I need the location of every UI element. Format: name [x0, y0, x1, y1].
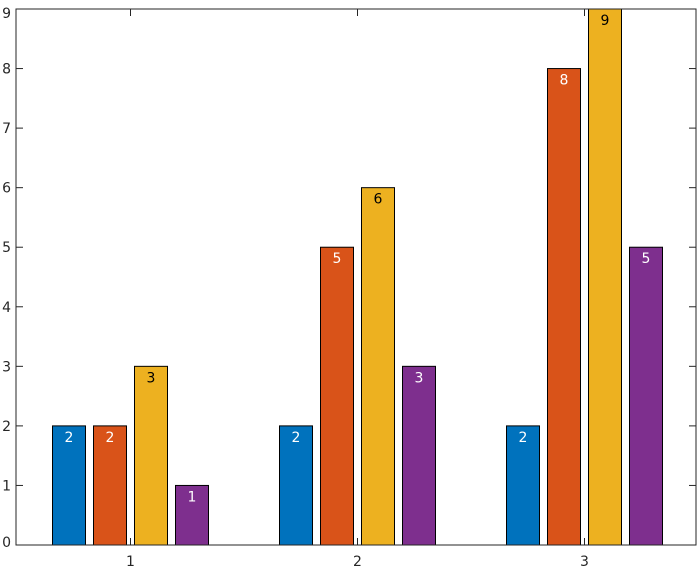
plot-background: [16, 9, 696, 545]
bar-series-1-category-1: [52, 425, 86, 546]
bar-series-2-category-1: [93, 425, 127, 546]
y-tick-label: 3: [2, 359, 11, 375]
bar-series-3-category-2: [361, 187, 395, 546]
y-tick-label: 2: [2, 419, 11, 435]
bar-series-3-category-1: [134, 365, 168, 546]
data-label-series-2-category-3: 8: [560, 73, 569, 89]
bars-layer: [52, 8, 663, 546]
data-label-series-4-category-2: 3: [415, 370, 424, 386]
data-label-series-4-category-3: 5: [642, 251, 651, 267]
bar-series-4-category-3: [629, 246, 663, 546]
data-label-series-1-category-1: 2: [65, 430, 74, 446]
x-tick-label: 1: [126, 554, 135, 570]
y-tick-label: 0: [2, 535, 11, 551]
y-tick-label: 1: [2, 478, 11, 494]
x-tick-label: 2: [353, 554, 362, 570]
y-tick-label: 6: [2, 181, 11, 197]
y-tick-label: 7: [2, 121, 11, 137]
data-label-series-4-category-1: 1: [188, 489, 197, 505]
bar-series-2-category-3: [547, 68, 581, 546]
data-label-series-3-category-3: 9: [601, 13, 610, 29]
plot-frame: [15, 8, 697, 546]
data-label-series-3-category-2: 6: [374, 192, 383, 208]
bar-series-4-category-2: [402, 365, 436, 546]
data-label-series-2-category-2: 5: [333, 251, 342, 267]
bar-series-3-category-3: [588, 8, 622, 546]
data-label-series-1-category-3: 2: [519, 430, 528, 446]
y-tick-label: 8: [2, 62, 11, 78]
data-labels-layer: 2 2 3 1 2 5 6 3 2 8 9 5: [65, 13, 651, 505]
y-tick-label: 5: [2, 240, 11, 256]
bar-series-1-category-3: [506, 425, 540, 546]
data-label-series-2-category-1: 2: [106, 430, 115, 446]
data-label-series-1-category-2: 2: [292, 430, 301, 446]
bar-series-2-category-2: [320, 246, 354, 546]
y-tick-label: 4: [2, 300, 11, 316]
y-tick-label: 9: [2, 6, 11, 22]
x-tick-label: 3: [580, 554, 589, 570]
data-label-series-3-category-1: 3: [147, 370, 156, 386]
